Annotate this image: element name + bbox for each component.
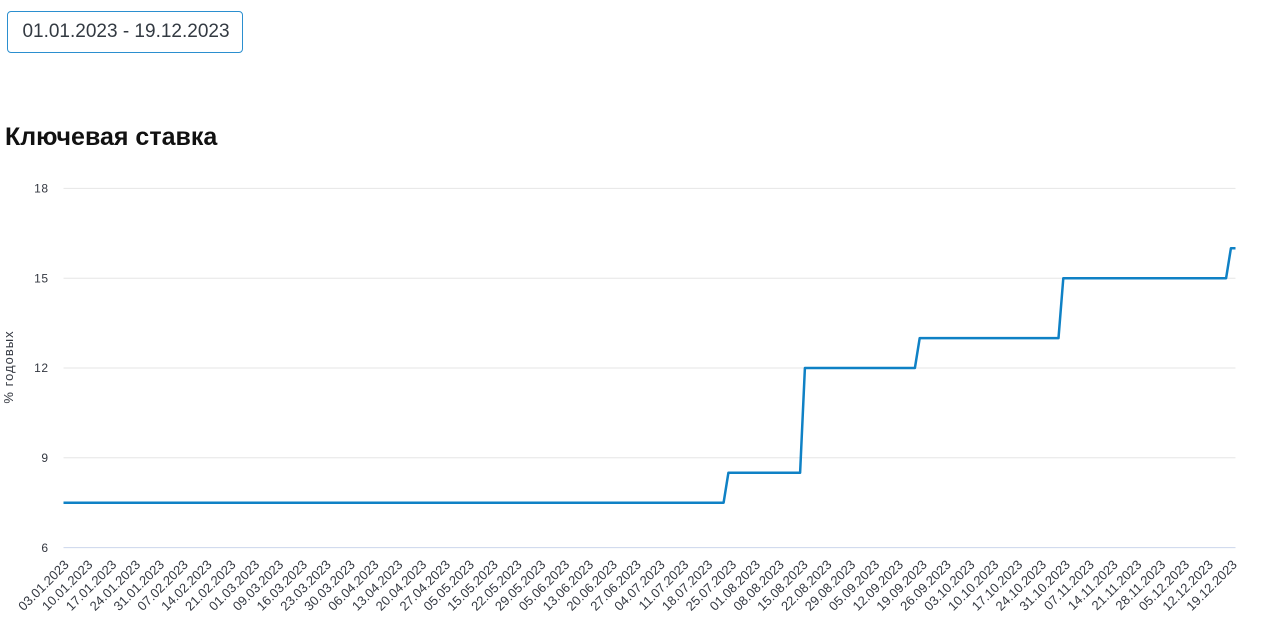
- svg-text:18: 18: [34, 182, 48, 196]
- svg-text:9: 9: [41, 451, 48, 465]
- svg-text:12: 12: [34, 361, 48, 375]
- svg-text:15: 15: [34, 271, 48, 285]
- svg-text:6: 6: [41, 541, 48, 555]
- svg-text:% годовых: % годовых: [1, 330, 16, 403]
